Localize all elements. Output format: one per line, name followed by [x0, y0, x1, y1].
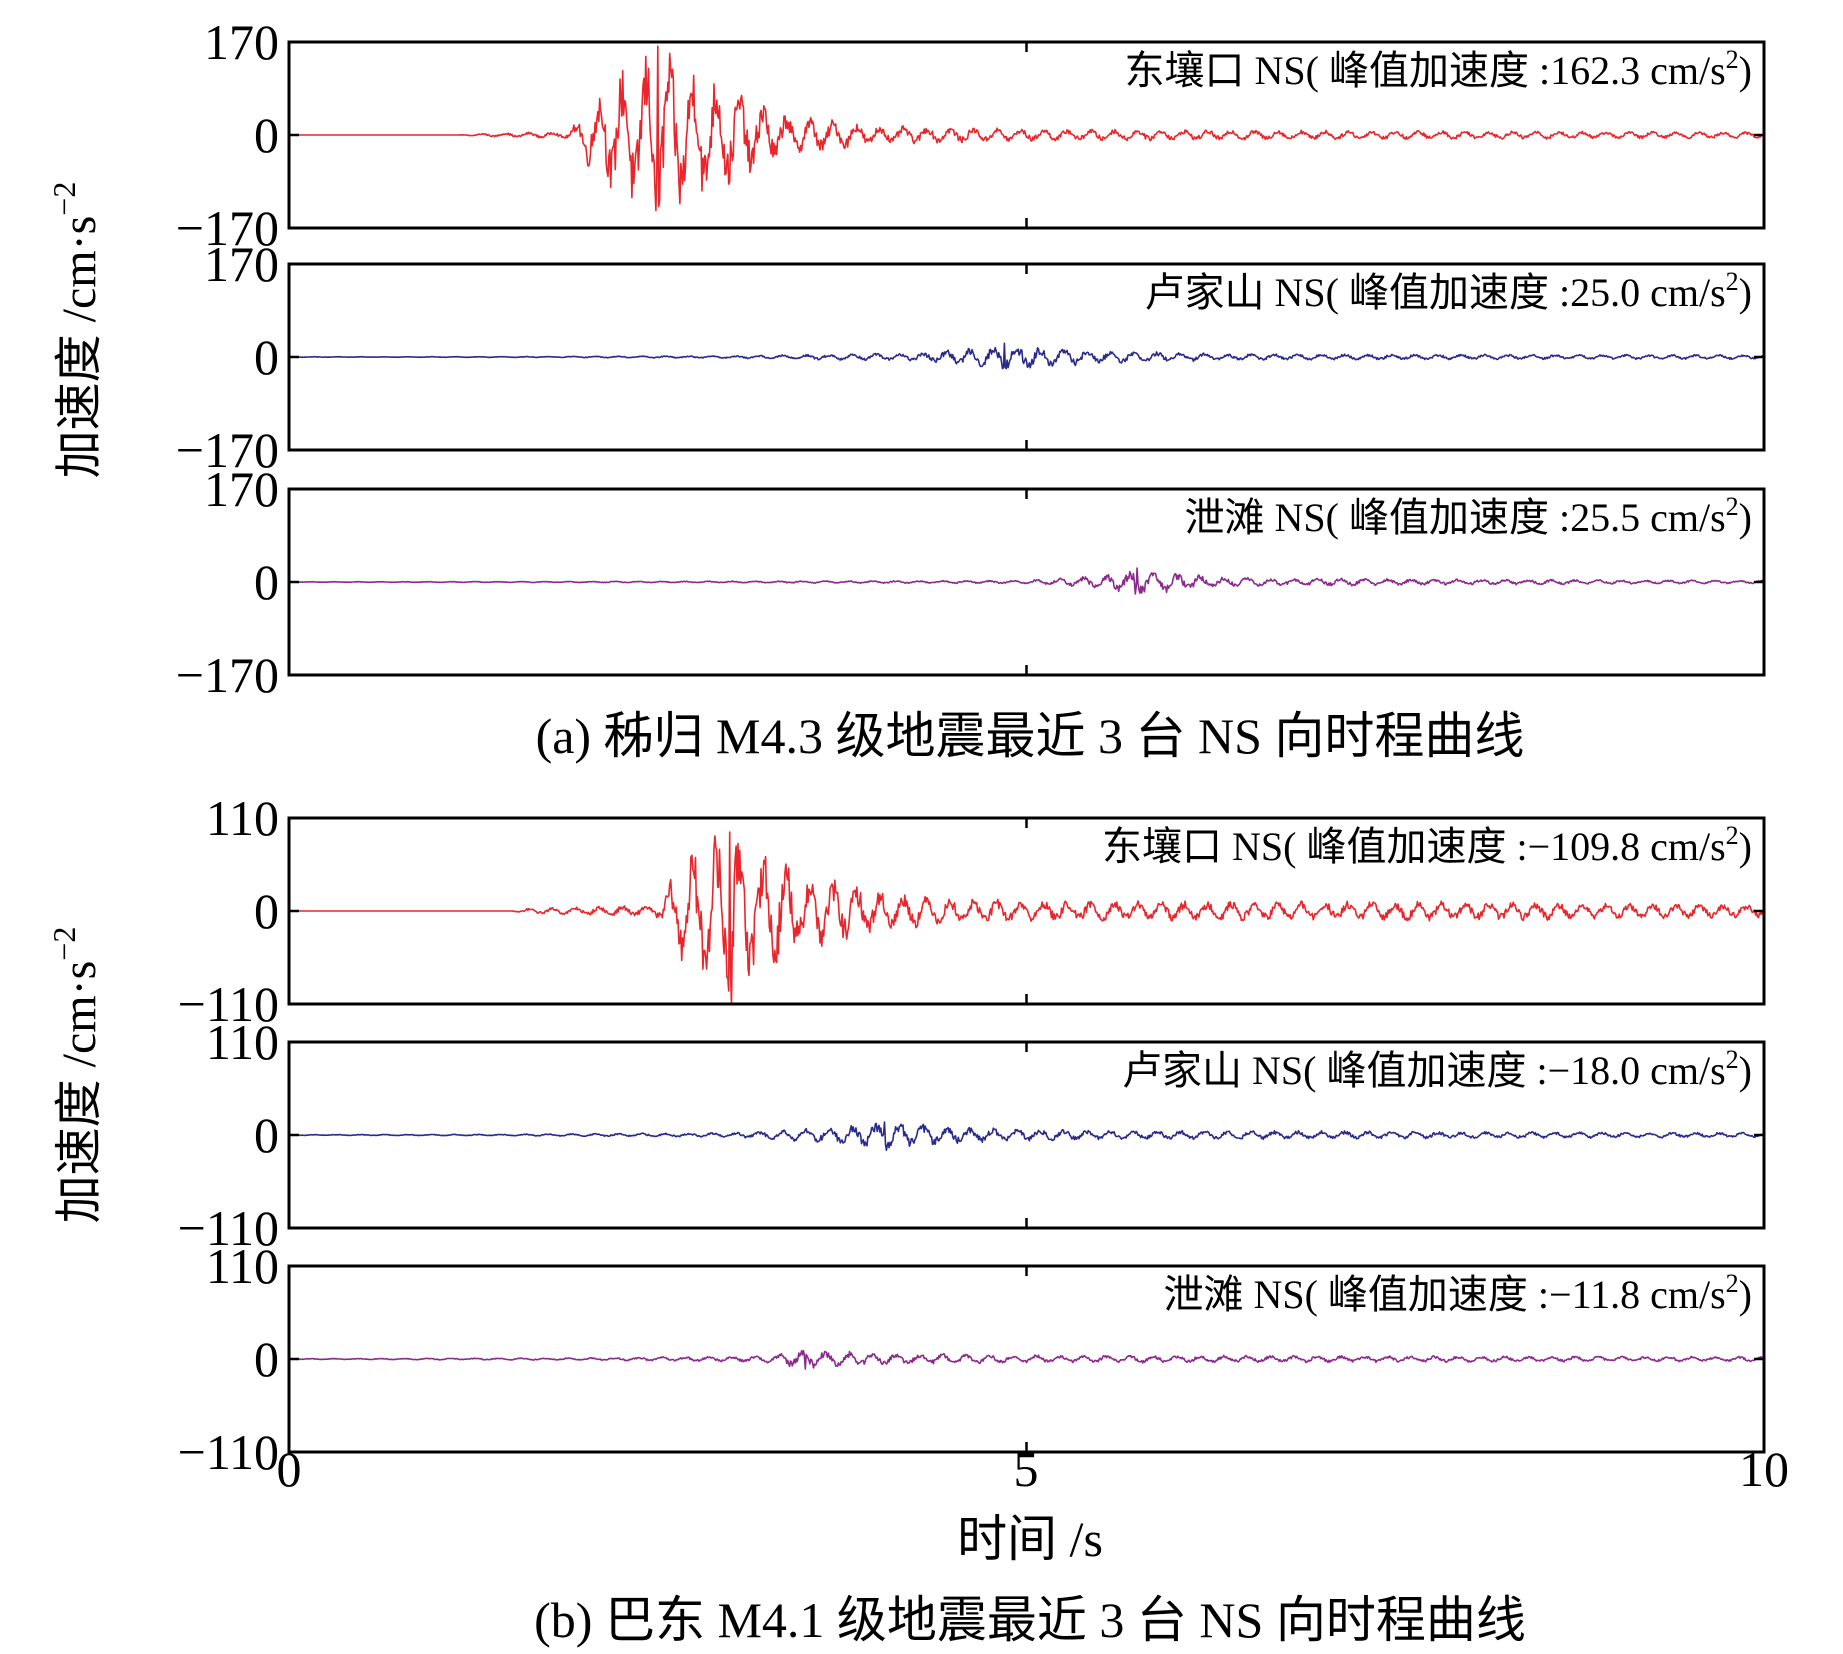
y-axis-label-b: 加速度 /cm·s−2 [46, 927, 106, 1224]
y-tick-label: −170 [176, 200, 279, 256]
y-tick-label: 170 [204, 14, 279, 70]
y-axis-label-exp-b: −2 [46, 927, 82, 961]
series-annotation-b-1: 东壤口 NS( 峰值加速度 :−109.8 cm/s2) [1102, 821, 1752, 869]
y-tick-label: 0 [254, 883, 279, 939]
y-tick-label: −170 [176, 422, 279, 478]
y-tick-label: −170 [176, 647, 279, 703]
y-tick-label: 170 [204, 236, 279, 292]
y-tick-label: 110 [206, 1014, 279, 1070]
y-tick-label: 170 [204, 461, 279, 517]
svg-text:加速度 /cm·s−2: 加速度 /cm·s−2 [46, 182, 106, 479]
y-tick-label: 0 [254, 554, 279, 610]
y-axis-label-a: 加速度 /cm·s−2 [46, 182, 106, 479]
panel-b-3: 110 0 −110 泄滩 NS( 峰值加速度 :−11.8 cm/s2) [178, 1238, 1766, 1480]
x-tick-label-0: 0 [277, 1441, 302, 1497]
panel-a-3: 170 0 −170 泄滩 NS( 峰值加速度 :25.5 cm/s2) [176, 461, 1766, 703]
x-tick-label-10: 10 [1739, 1441, 1789, 1497]
caption-a: (a) 秭归 M4.3 级地震最近 3 台 NS 向时程曲线 [536, 708, 1525, 764]
series-annotation-a-2: 卢家山 NS( 峰值加速度 :25.0 cm/s2) [1145, 267, 1752, 315]
series-line-a-2 [288, 342, 1765, 370]
series-line-a-1 [289, 45, 1765, 212]
y-tick-label: 0 [254, 107, 279, 163]
panel-a-2: 170 0 −170 卢家山 NS( 峰值加速度 :25.0 cm/s2) [176, 236, 1766, 478]
series-annotation-a-1: 东壤口 NS( 峰值加速度 :162.3 cm/s2) [1125, 45, 1752, 93]
y-axis-label-text-a: 加速度 /cm·s [53, 216, 106, 479]
y-axis-label-text-b: 加速度 /cm·s [53, 961, 106, 1224]
series-line-b-3 [288, 1349, 1765, 1370]
y-tick-label: −110 [178, 976, 279, 1032]
svg-text:加速度 /cm·s−2: 加速度 /cm·s−2 [46, 927, 106, 1224]
series-line-a-3 [289, 567, 1765, 595]
y-tick-label: 0 [254, 1107, 279, 1163]
x-axis-label: 时间 /s [957, 1511, 1103, 1567]
chart-group-b: 110 0 −110 东壤口 NS( 峰值加速度 :−109.8 cm/s2) 110 0… [178, 790, 1766, 1480]
series-annotation-a-3: 泄滩 NS( 峰值加速度 :25.5 cm/s2) [1185, 492, 1752, 540]
y-tick-label: 110 [206, 790, 279, 846]
y-tick-label: 0 [254, 1331, 279, 1387]
chart-groups: 170 0 −170 东壤口 NS( 峰值加速度 :162.3 cm/s2) 170 0 −… [176, 14, 1766, 1480]
panel-b-1: 110 0 −110 东壤口 NS( 峰值加速度 :−109.8 cm/s2) [178, 790, 1766, 1032]
y-axis-label-exp-a: −2 [46, 182, 82, 216]
y-tick-label: 0 [254, 329, 279, 385]
series-annotation-b-2: 卢家山 NS( 峰值加速度 :−18.0 cm/s2) [1122, 1045, 1752, 1093]
y-tick-label: 110 [206, 1238, 279, 1294]
panel-b-2: 110 0 −110 卢家山 NS( 峰值加速度 :−18.0 cm/s2) [178, 1014, 1766, 1256]
x-tick-label-5: 5 [1014, 1441, 1039, 1497]
series-line-b-2 [288, 1121, 1765, 1151]
chart-group-a: 170 0 −170 东壤口 NS( 峰值加速度 :162.3 cm/s2) 170 0 −… [176, 14, 1766, 703]
panel-a-1: 170 0 −170 东壤口 NS( 峰值加速度 :162.3 cm/s2) [176, 14, 1766, 256]
series-line-b-1 [289, 831, 1765, 1005]
y-tick-label: −110 [178, 1200, 279, 1256]
series-annotation-b-3: 泄滩 NS( 峰值加速度 :−11.8 cm/s2) [1163, 1269, 1752, 1317]
caption-b: (b) 巴东 M4.1 级地震最近 3 台 NS 向时程曲线 [534, 1592, 1526, 1648]
y-tick-label: −110 [178, 1424, 279, 1480]
